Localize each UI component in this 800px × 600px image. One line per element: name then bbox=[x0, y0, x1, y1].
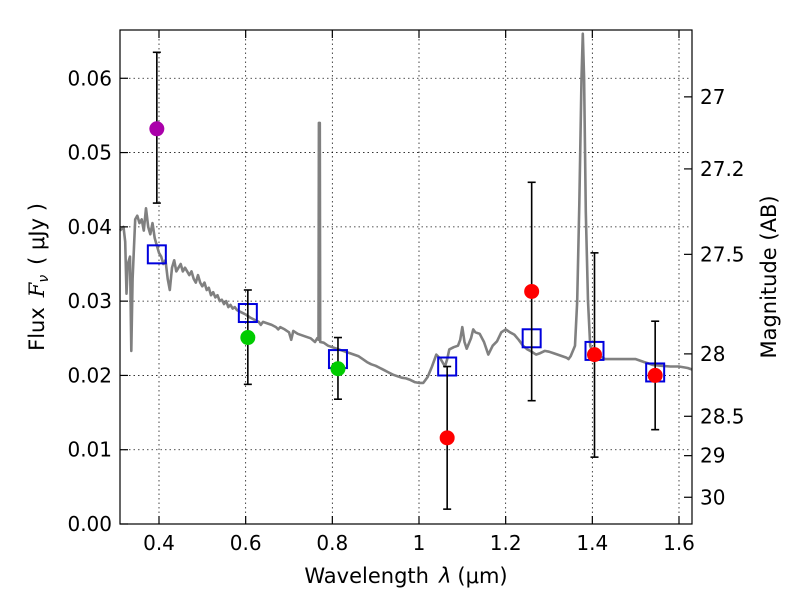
x-tick-label: 1 bbox=[413, 531, 426, 555]
plot-frame bbox=[119, 29, 693, 525]
grid-layer bbox=[120, 30, 692, 525]
mag-tick-label: 27 bbox=[700, 85, 725, 109]
observed-point bbox=[240, 330, 256, 346]
mag-tick-label: 27.5 bbox=[700, 242, 745, 266]
observed-point bbox=[647, 367, 663, 383]
observed-point bbox=[587, 347, 602, 363]
y-tick-label: 0.00 bbox=[67, 512, 112, 536]
observed-point bbox=[524, 283, 540, 299]
y-tick-label: 0.03 bbox=[67, 289, 112, 313]
mag-tick-label: 30 bbox=[700, 485, 725, 509]
y-tick-label: 0.02 bbox=[67, 363, 112, 387]
observed-point bbox=[149, 121, 165, 137]
sed-model-line bbox=[119, 32, 693, 385]
y-axis-label: FluxFν( μJy ) bbox=[25, 203, 52, 351]
x-tick-label: 0.6 bbox=[230, 531, 262, 555]
mag-tick-label: 29 bbox=[700, 444, 725, 468]
mag-tick-label: 28.5 bbox=[700, 404, 745, 428]
x-tick-label: 1.2 bbox=[490, 531, 522, 555]
y-axis-label-right: Magnitude (AB) bbox=[757, 195, 781, 358]
y-tick-label: 0.01 bbox=[67, 438, 112, 462]
model-photometry-square bbox=[146, 244, 167, 265]
mag-tick-label: 28 bbox=[700, 342, 725, 366]
x-axis-label: Wavelength λ (μm) bbox=[304, 564, 507, 588]
x-tick-label: 1.4 bbox=[576, 531, 608, 555]
tick-layer: 0.4 0.6 0.8 1 1.2 1.4 1.6 0.00 0.01 0.02 0.03 0.04 0… bbox=[67, 30, 745, 555]
series-layer bbox=[119, 32, 693, 510]
x-tick-label: 0.8 bbox=[316, 531, 348, 555]
y-tick-label: 0.04 bbox=[67, 215, 112, 239]
y-tick-label: 0.05 bbox=[67, 141, 112, 165]
mag-tick-label: 27.2 bbox=[700, 157, 745, 181]
x-tick-label: 1.6 bbox=[663, 531, 695, 555]
y-tick-label: 0.06 bbox=[67, 66, 112, 90]
observed-point bbox=[330, 361, 346, 377]
x-tick-label: 0.4 bbox=[143, 531, 175, 555]
observed-point bbox=[439, 430, 455, 446]
